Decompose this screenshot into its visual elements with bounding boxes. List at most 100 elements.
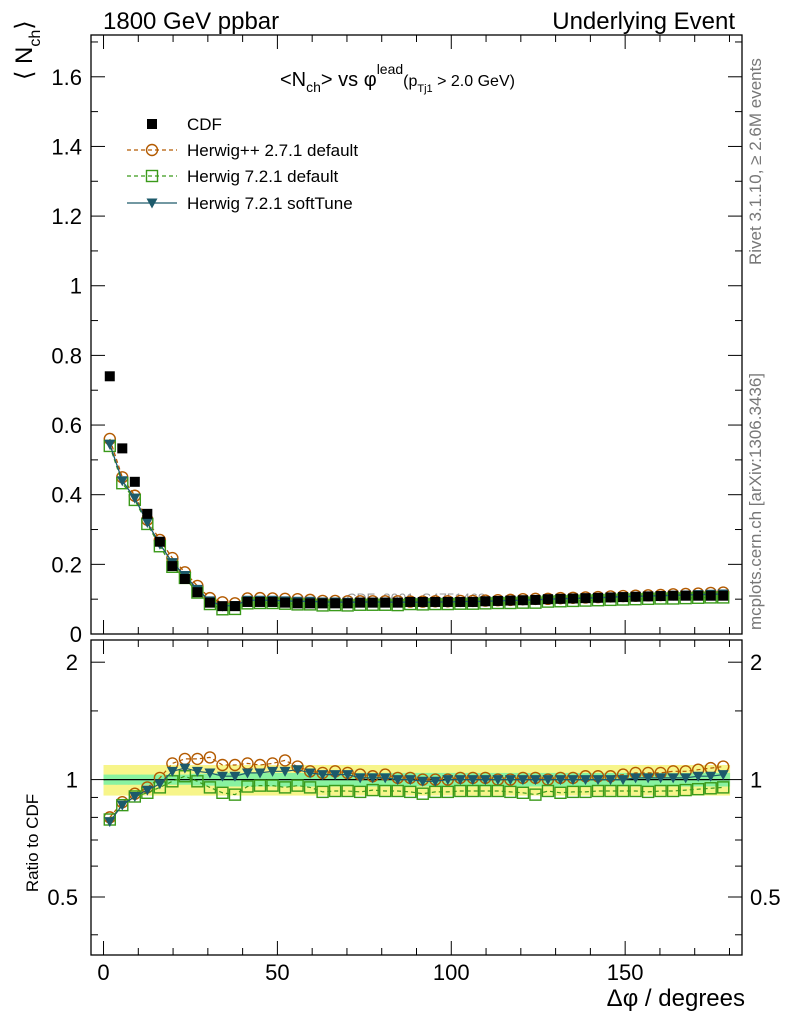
legend-marker-1 — [145, 143, 159, 157]
ratio-y-tick-label-left: 0.5 — [47, 885, 78, 910]
ratio-y-tick-label-left: 1 — [66, 768, 78, 793]
main-point-0-19 — [342, 598, 353, 609]
ratio-point-1-40 — [604, 784, 617, 798]
legend-marker-0 — [147, 119, 157, 129]
main-point-0-45 — [668, 590, 679, 601]
ratio-point-1-11 — [241, 780, 254, 793]
ratio-point-1-18 — [328, 784, 342, 798]
ratio-point-2-42 — [630, 773, 642, 784]
ratio-series-line-0 — [109, 756, 724, 818]
ratio-point-0-10 — [228, 758, 242, 772]
ratio-point-2-14 — [279, 766, 291, 777]
ratio-point-2-36 — [554, 775, 566, 786]
main-point-0-8 — [204, 597, 215, 608]
ratio-point-1-22 — [379, 784, 392, 798]
ratio-y-axis-label: Ratio to CDF — [23, 794, 42, 892]
main-y-tick-label: 1.6 — [51, 65, 82, 90]
ratio-point-1-38 — [579, 785, 592, 799]
ratio-point-1-8 — [203, 781, 217, 794]
ratio-point-2-23 — [392, 775, 404, 786]
header-left-label: 1800 GeV ppbar — [103, 8, 279, 35]
x-tick-label: 100 — [433, 960, 470, 985]
ratio-series-group — [103, 751, 730, 828]
ratio-point-1-33 — [516, 786, 530, 799]
ratio-point-2-4 — [154, 779, 166, 790]
ratio-point-1-12 — [253, 779, 267, 792]
main-point-0-36 — [555, 593, 566, 604]
ratio-point-1-17 — [316, 785, 329, 799]
main-point-0-27 — [442, 596, 453, 607]
main-point-0-7 — [192, 587, 203, 598]
main-point-0-35 — [542, 594, 553, 605]
ratio-point-2-28 — [454, 775, 466, 786]
ratio-point-1-25 — [416, 787, 429, 800]
main-point-0-2 — [129, 476, 140, 487]
ratio-point-2-20 — [354, 773, 366, 784]
main-point-0-48 — [705, 590, 716, 601]
ratio-point-2-29 — [467, 775, 479, 786]
ratio-point-2-40 — [605, 775, 617, 786]
main-point-0-37 — [567, 593, 578, 604]
ratio-series-1 — [103, 770, 730, 826]
ratio-point-1-16 — [303, 781, 317, 794]
ratio-y-tick-label-right: 0.5 — [750, 885, 781, 910]
ratio-point-2-38 — [580, 775, 592, 786]
main-point-0-4 — [154, 536, 165, 547]
ratio-point-2-25 — [417, 776, 429, 787]
axes-group: 0 50 100 150 0 0.2 0.4 0.6 0.8 1 1.2 1.4 1.6 0.5 0.5 1 1… — [47, 34, 781, 985]
main-point-0-29 — [467, 596, 478, 607]
main-point-0-46 — [680, 590, 691, 601]
main-point-0-26 — [430, 596, 441, 607]
ratio-point-2-11 — [241, 768, 253, 779]
ratio-point-1-29 — [466, 784, 480, 798]
ratio-point-1-23 — [391, 784, 404, 798]
ratio-point-1-10 — [228, 788, 242, 801]
main-series-1 — [103, 432, 730, 610]
ratio-point-2-7 — [191, 766, 203, 777]
ratio-point-2-3 — [141, 785, 153, 796]
ratio-point-2-15 — [292, 765, 304, 776]
main-point-0-38 — [580, 593, 591, 604]
x-tick-label: 150 — [607, 960, 644, 985]
ratio-point-1-47 — [691, 782, 705, 796]
main-point-0-11 — [242, 596, 253, 607]
main-point-0-21 — [367, 597, 378, 608]
main-point-0-33 — [517, 595, 528, 606]
ratio-point-1-31 — [491, 784, 505, 798]
ratio-point-2-21 — [367, 773, 379, 784]
ratio-point-2-6 — [179, 763, 191, 774]
main-y-tick-label: 1.4 — [51, 134, 82, 159]
ratio-point-1-32 — [504, 785, 517, 799]
main-point-0-20 — [355, 597, 366, 608]
ratio-point-1-27 — [441, 785, 454, 799]
main-point-0-40 — [605, 592, 616, 603]
ratio-point-2-16 — [304, 768, 316, 779]
legend: CDF Herwig++ 2.7.1 default Herwig 7.2.1 de… — [127, 115, 358, 213]
main-point-0-49 — [718, 590, 729, 601]
main-point-0-24 — [405, 596, 416, 607]
ratio-point-2-31 — [492, 775, 504, 786]
ratio-point-1-21 — [366, 783, 379, 797]
main-point-0-5 — [167, 561, 178, 572]
main-y-tick-label: 0.4 — [51, 483, 82, 508]
ratio-point-1-36 — [554, 786, 567, 799]
ratio-point-1-9 — [216, 786, 229, 799]
legend-label-3: Herwig 7.2.1 softTune — [187, 194, 353, 213]
ratio-point-1-48 — [704, 782, 717, 795]
ratio-point-2-35 — [542, 775, 554, 786]
ratio-point-2-10 — [229, 771, 241, 782]
main-y-tick-label: 0.8 — [51, 343, 82, 368]
header-right-label: Underlying Event — [552, 8, 735, 35]
main-y-tick-label: 1.2 — [51, 204, 82, 229]
ratio-point-1-41 — [616, 784, 630, 798]
x-axis-label: Δφ / degrees — [607, 985, 745, 1012]
ratio-point-2-49 — [717, 770, 729, 781]
main-point-3-3 — [141, 518, 153, 529]
ratio-series-2 — [104, 763, 729, 828]
main-series-group — [103, 371, 730, 616]
main-point-0-13 — [267, 596, 278, 607]
main-point-0-14 — [280, 597, 291, 608]
ratio-point-2-22 — [379, 773, 391, 784]
legend-entry-3: Herwig 7.2.1 softTune — [127, 194, 353, 213]
